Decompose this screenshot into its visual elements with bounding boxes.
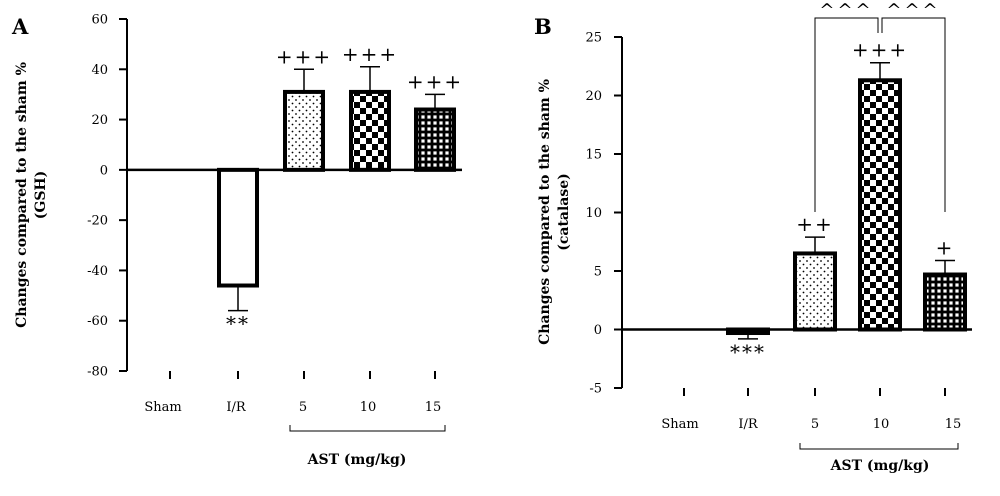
panel-b-bracket-0	[814, 17, 879, 212]
panel-a-ytick-label-4: -20	[87, 214, 108, 229]
panel-a-bar-3	[349, 89, 391, 172]
panel-a-ytick-label-6: -60	[87, 314, 108, 329]
panel-a-annotation-1: **	[226, 312, 250, 336]
panel-a-plot: 60 40 20 0 -20 -40 -60 -80 ** +++ +++ +++	[87, 13, 463, 380]
panel-b-ylabel-line2: (catalase)	[556, 173, 572, 251]
panel-a-ytick-label-5: -40	[87, 264, 108, 279]
panel-b-bracket-1	[881, 17, 946, 212]
panel-b-ytick-label-3: 10	[585, 206, 602, 221]
panel-a-bar-2	[283, 89, 325, 172]
panel-a-letter: A	[11, 14, 29, 39]
panel-b-ytick-label-1: 20	[585, 89, 602, 104]
panel-b: B Changes compared to the sham % (catala…	[534, 0, 972, 474]
panel-b-ytick-label-5: 0	[594, 323, 602, 338]
panel-b-group-label: AST (mg/kg)	[830, 458, 930, 474]
panel-a-ytick-label-0: 60	[91, 13, 108, 28]
panel-b-ytick-label-6: -5	[589, 382, 602, 397]
panel-b-bar-1	[726, 327, 770, 336]
panel-b-xtick-labels: Sham I/R 5 10 15	[661, 417, 961, 432]
panel-a-bar-1	[217, 167, 259, 288]
panel-a-group-bracket	[289, 425, 446, 432]
panel-a-group-label: AST (mg/kg)	[307, 452, 407, 468]
panel-a: A Changes compared to the sham % (GSH) 6…	[11, 13, 463, 468]
panel-a-ylabel-line1: Changes compared to the sham %	[14, 62, 30, 328]
panel-b-bar-3	[858, 78, 902, 332]
panel-b-bar-4	[923, 272, 967, 332]
panel-a-ytick-label-7: -80	[87, 365, 108, 380]
panel-b-annotation-2: ++	[796, 212, 834, 236]
panel-a-ylabel-line2: (GSH)	[33, 171, 49, 220]
panel-b-letter: B	[534, 14, 552, 39]
panel-a-xtick-label-4: 15	[425, 400, 442, 415]
panel-b-ytick-label-4: 5	[594, 265, 602, 280]
panel-b-annotation-1: ***	[730, 340, 766, 364]
panel-a-xtick-label-3: 10	[360, 400, 377, 415]
panel-a-ytick-label-2: 20	[91, 113, 108, 128]
panel-b-annotation-4: +	[936, 235, 955, 259]
panel-a-ytick-label-1: 40	[91, 63, 108, 78]
panel-b-xtick-label-2: 5	[811, 417, 819, 432]
panel-a-bar-4	[414, 107, 456, 172]
panel-b-bracket-label-0: ^^^	[819, 0, 873, 21]
panel-b-ytick-label-0: 25	[585, 31, 602, 46]
panel-a-annotation-2: +++	[276, 44, 332, 68]
panel-a-annotation-3: +++	[342, 42, 398, 66]
panel-a-xtick-label-0: Sham	[144, 400, 181, 415]
panel-b-xtick-label-4: 15	[945, 417, 962, 432]
panel-b-xtick-label-1: I/R	[738, 417, 759, 432]
panel-b-ylabel-line1: Changes compared to the sham %	[537, 79, 553, 345]
panel-a-xtick-label-2: 5	[299, 400, 307, 415]
panel-b-ytick-label-2: 15	[585, 148, 602, 163]
panel-a-annotation-4: +++	[407, 69, 463, 93]
panel-a-xtick-labels: Sham I/R 5 10 15	[144, 400, 441, 415]
panel-b-annotation-3: +++	[852, 38, 908, 62]
panel-b-xtick-label-0: Sham	[661, 417, 698, 432]
panel-a-xtick-label-1: I/R	[226, 400, 247, 415]
panel-a-ytick-label-3: 0	[100, 163, 108, 178]
panel-b-bracket-label-1: ^^^	[886, 0, 940, 21]
panel-b-bar-2	[793, 251, 837, 332]
panel-b-group-bracket	[799, 443, 959, 450]
panel-b-xtick-label-3: 10	[873, 417, 890, 432]
